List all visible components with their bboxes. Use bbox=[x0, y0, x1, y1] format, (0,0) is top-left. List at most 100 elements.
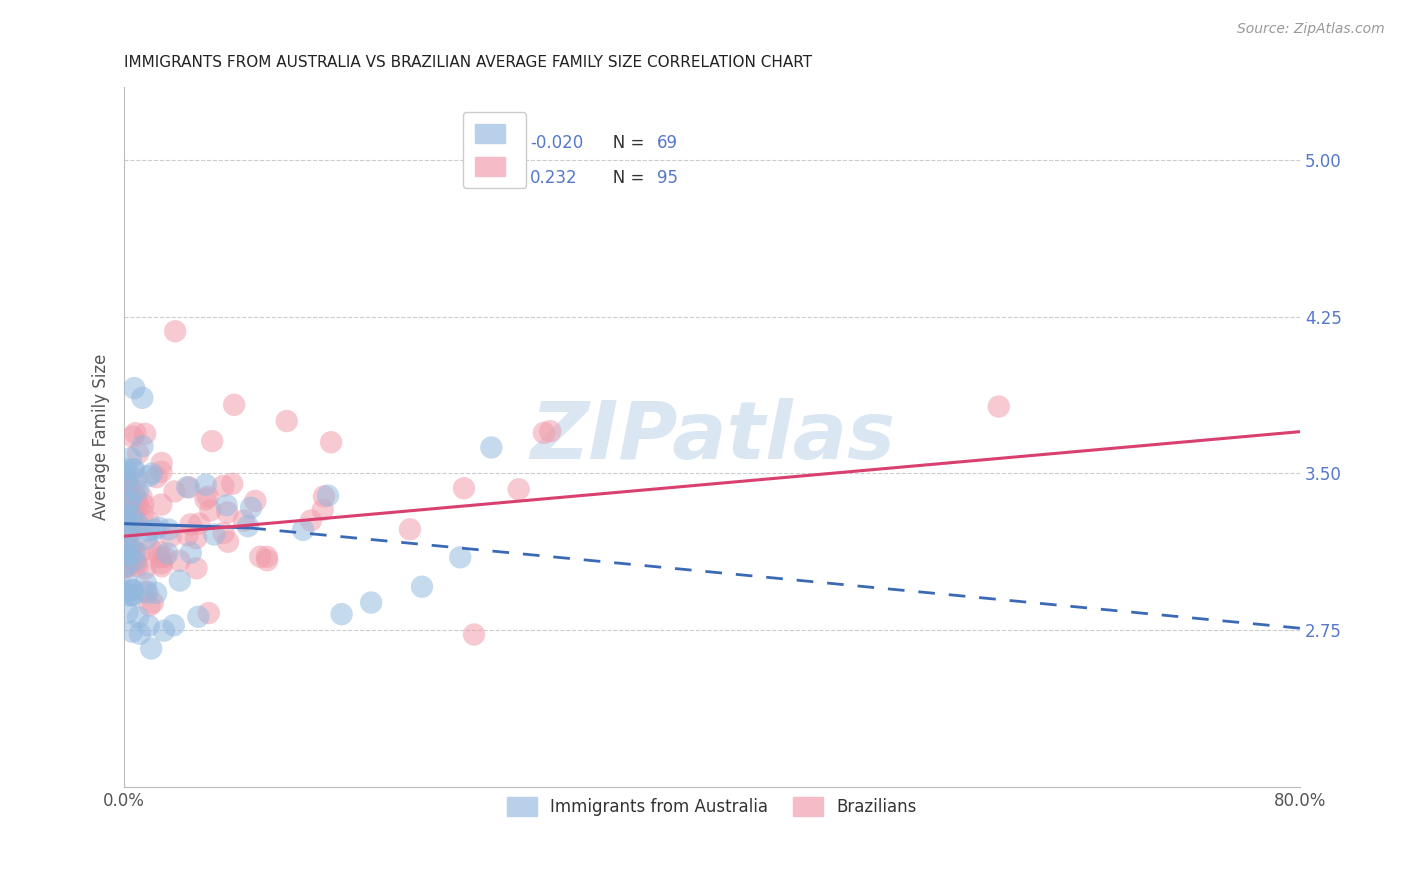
Point bbox=[197, 490, 219, 504]
Point bbox=[233, 514, 256, 528]
Point bbox=[122, 381, 145, 395]
Point bbox=[533, 425, 555, 440]
Point bbox=[202, 527, 225, 541]
Point bbox=[138, 599, 160, 613]
Point bbox=[176, 480, 198, 494]
Point bbox=[118, 549, 141, 563]
Point bbox=[316, 489, 339, 503]
Point bbox=[157, 523, 180, 537]
Point bbox=[449, 550, 471, 565]
Point bbox=[319, 435, 342, 450]
Point bbox=[143, 523, 166, 537]
Point bbox=[121, 582, 143, 597]
Point bbox=[128, 500, 150, 514]
Point bbox=[124, 426, 146, 441]
Point bbox=[124, 483, 146, 498]
Point bbox=[127, 483, 149, 498]
Point bbox=[160, 529, 183, 543]
Point bbox=[132, 497, 155, 511]
Point bbox=[299, 514, 322, 528]
Point bbox=[127, 610, 149, 624]
Point bbox=[127, 446, 149, 460]
Point bbox=[256, 549, 278, 564]
Point bbox=[120, 494, 142, 508]
Point bbox=[118, 480, 141, 494]
Point bbox=[121, 582, 143, 597]
Point bbox=[169, 554, 191, 568]
Point bbox=[212, 479, 235, 493]
Point bbox=[128, 547, 150, 561]
Point bbox=[115, 497, 138, 511]
Point bbox=[114, 512, 136, 526]
Point bbox=[150, 465, 173, 479]
Point bbox=[117, 558, 139, 573]
Point bbox=[145, 470, 167, 484]
Point bbox=[124, 545, 146, 559]
Point bbox=[411, 580, 433, 594]
Point bbox=[249, 549, 271, 564]
Point bbox=[120, 512, 142, 526]
Point bbox=[221, 476, 243, 491]
Point bbox=[184, 531, 207, 545]
Point bbox=[212, 526, 235, 541]
Point bbox=[156, 546, 179, 560]
Point bbox=[224, 398, 246, 412]
Point bbox=[139, 542, 162, 557]
Point bbox=[153, 624, 176, 638]
Point bbox=[150, 557, 173, 571]
Point bbox=[125, 472, 148, 486]
Point bbox=[124, 554, 146, 568]
Point bbox=[118, 494, 141, 508]
Point bbox=[149, 550, 172, 565]
Point bbox=[194, 477, 217, 491]
Point bbox=[127, 517, 149, 532]
Point bbox=[148, 520, 170, 534]
Point bbox=[987, 400, 1010, 414]
Point bbox=[120, 546, 142, 560]
Point bbox=[169, 574, 191, 588]
Point bbox=[131, 490, 153, 504]
Point bbox=[115, 476, 138, 491]
Point bbox=[179, 517, 201, 532]
Point bbox=[538, 424, 561, 438]
Point bbox=[114, 547, 136, 561]
Point bbox=[150, 498, 173, 512]
Point bbox=[131, 391, 153, 405]
Point bbox=[114, 583, 136, 598]
Point bbox=[197, 606, 219, 620]
Point bbox=[479, 441, 502, 455]
Point bbox=[163, 484, 186, 499]
Point bbox=[453, 481, 475, 495]
Point bbox=[114, 560, 136, 574]
Point bbox=[122, 588, 145, 602]
Point bbox=[117, 605, 139, 619]
Point bbox=[114, 558, 136, 573]
Text: 0.232: 0.232 bbox=[530, 169, 578, 186]
Text: Source: ZipAtlas.com: Source: ZipAtlas.com bbox=[1237, 22, 1385, 37]
Point bbox=[138, 469, 160, 483]
Text: 95: 95 bbox=[657, 169, 678, 186]
Text: ZIPatlas: ZIPatlas bbox=[530, 398, 894, 475]
Legend: Immigrants from Australia, Brazilians: Immigrants from Australia, Brazilians bbox=[499, 789, 925, 824]
Point bbox=[128, 626, 150, 640]
Text: 69: 69 bbox=[657, 134, 678, 152]
Point bbox=[117, 548, 139, 562]
Point bbox=[141, 467, 163, 481]
Text: N =: N = bbox=[598, 134, 650, 152]
Point bbox=[360, 596, 382, 610]
Point bbox=[165, 324, 187, 338]
Point bbox=[134, 426, 156, 441]
Point bbox=[117, 506, 139, 520]
Point bbox=[399, 522, 422, 536]
Point bbox=[141, 641, 163, 656]
Point bbox=[120, 588, 142, 602]
Point bbox=[121, 509, 143, 524]
Point bbox=[115, 529, 138, 543]
Point bbox=[115, 540, 138, 554]
Point bbox=[125, 497, 148, 511]
Point bbox=[131, 439, 153, 453]
Point bbox=[114, 474, 136, 488]
Point bbox=[138, 515, 160, 529]
Point bbox=[114, 462, 136, 476]
Point bbox=[117, 512, 139, 526]
